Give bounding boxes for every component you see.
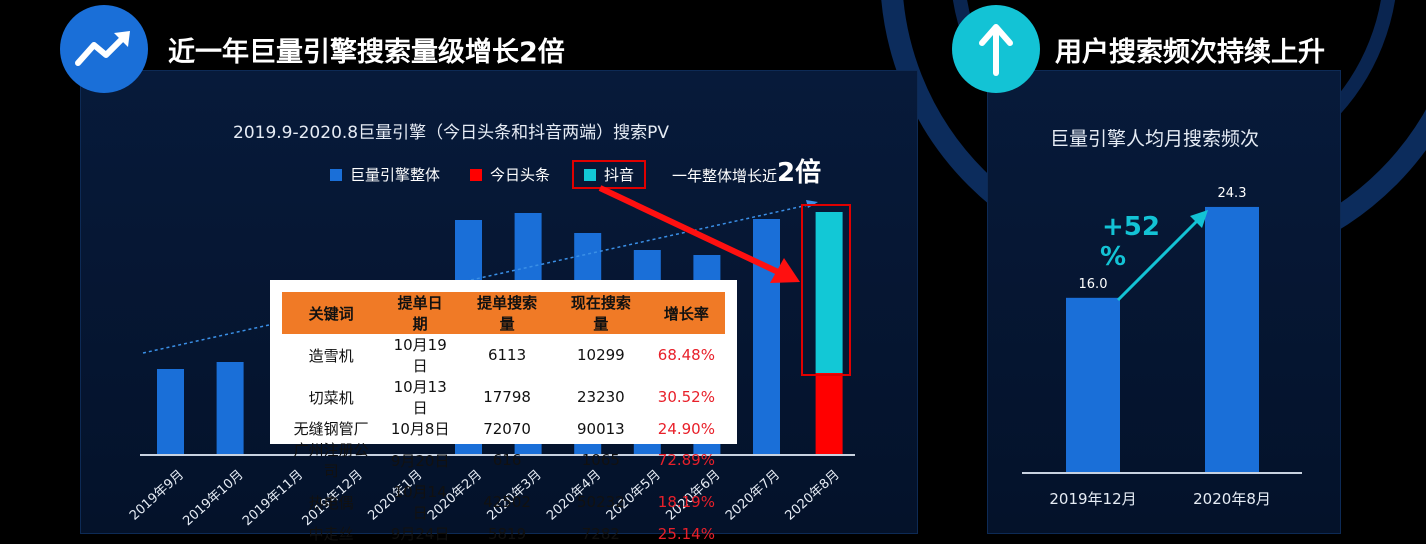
- cell-initial: 6113: [487, 346, 527, 364]
- cell-growth: 18.19%: [657, 493, 715, 511]
- cell-growth: 30.52%: [657, 388, 715, 406]
- table-row: 造雪机 10月19日 6113 10299 68.48%: [282, 334, 725, 376]
- cell-current: 23230: [577, 388, 625, 406]
- cell-keyword: 切菜机: [308, 388, 354, 407]
- growth-annotation-emph: 2倍: [777, 158, 822, 188]
- growth-label: +52 %: [1100, 212, 1160, 272]
- cell-date: 9月20日: [390, 451, 450, 470]
- left-title: 近一年巨量引擎搜索量级增长2倍: [168, 37, 565, 68]
- growth-annotation-prefix: 一年整体增长近: [672, 167, 778, 185]
- table-header-row: 关键词 提单日期 提单搜索量 现在搜索量 增长率: [282, 292, 725, 334]
- legend-label-overall: 巨量引擎整体: [350, 166, 441, 184]
- table-row: 中走丝 9月24日 5819 7282 25.14%: [282, 523, 725, 544]
- table-row: 无缝钢管厂 10月8日 72070 90013 24.90%: [282, 418, 725, 439]
- table-header-growth: 增长率: [647, 292, 725, 334]
- cell-initial: 5819: [487, 524, 527, 543]
- cell-initial: 72070: [483, 419, 531, 438]
- table-row: 热电偶 10月14日 42502 50232 18.19%: [282, 481, 725, 523]
- cell-current: 90013: [577, 419, 625, 438]
- left-title-badge: [60, 5, 148, 93]
- right-title-badge: [952, 5, 1040, 93]
- cell-initial: 17798: [483, 388, 531, 406]
- cell-keyword: 广州注册公司: [293, 441, 369, 480]
- legend-swatch-overall: [330, 168, 342, 181]
- cell-growth: 24.90%: [657, 419, 715, 438]
- keyword-table: 关键词 提单日期 提单搜索量 现在搜索量 增长率 造雪机 10月19日 6113…: [282, 292, 725, 544]
- right-chart-title: 巨量引擎人均月搜索频次: [1050, 128, 1260, 150]
- legend-item-douyin: 抖音: [572, 160, 647, 189]
- cell-initial: 42502: [483, 493, 531, 511]
- arrow-up-icon: [979, 24, 1013, 76]
- cell-keyword: 无缝钢管厂: [293, 420, 369, 438]
- growth-annotation: 一年整体增长近2倍: [672, 152, 821, 189]
- table-header-keyword: 关键词: [282, 292, 381, 334]
- table-header-initial-volume: 提单搜索量: [460, 292, 554, 334]
- cell-current: 7282: [581, 524, 620, 543]
- cell-date: 10月13日: [393, 378, 447, 417]
- cell-growth: 25.14%: [657, 524, 715, 543]
- legend-item-toutiao: 今日头条: [470, 164, 550, 185]
- cell-initial: 616: [492, 451, 522, 469]
- table-row: 切菜机 10月13日 17798 23230 30.52%: [282, 376, 725, 418]
- trend-up-icon: [75, 31, 130, 66]
- table-header-date: 提单日期: [380, 292, 461, 334]
- cell-keyword: 造雪机: [308, 346, 354, 365]
- legend-item-overall: 巨量引擎整体: [330, 164, 440, 185]
- legend-swatch-toutiao: [470, 168, 483, 181]
- legend-label-toutiao: 今日头条: [490, 166, 551, 184]
- left-chart-title: 2019.9-2020.8巨量引擎（今日头条和抖音两端）搜索PV: [233, 123, 669, 143]
- keyword-table-card: 关键词 提单日期 提单搜索量 现在搜索量 增长率 造雪机 10月19日 6113…: [270, 280, 737, 543]
- growth-label-percent: %: [1100, 242, 1127, 272]
- table-header-current-volume: 现在搜索量: [553, 292, 648, 334]
- cell-current: 10299: [577, 346, 625, 364]
- cell-current: 1065: [581, 451, 620, 469]
- cell-date: 10月8日: [390, 420, 450, 438]
- cell-keyword: 中走丝: [308, 525, 354, 543]
- legend-swatch-douyin: [584, 168, 597, 181]
- right-panel: [987, 70, 1341, 534]
- cell-date: 9月24日: [390, 525, 450, 543]
- cell-date: 10月19日: [393, 336, 447, 375]
- cell-growth: 72.89%: [657, 451, 715, 469]
- legend-label-douyin: 抖音: [604, 166, 635, 184]
- cell-current: 50232: [577, 493, 625, 511]
- cell-growth: 68.48%: [657, 346, 715, 364]
- table-row: 广州注册公司 9月20日 616 1065 72.89%: [282, 439, 725, 481]
- cell-keyword: 热电偶: [308, 493, 354, 512]
- left-legend: 巨量引擎整体 今日头条 抖音: [330, 160, 666, 189]
- right-title: 用户搜索频次持续上升: [1055, 37, 1325, 68]
- cell-date: 10月14日: [393, 483, 447, 522]
- growth-label-number: +52: [1102, 212, 1160, 242]
